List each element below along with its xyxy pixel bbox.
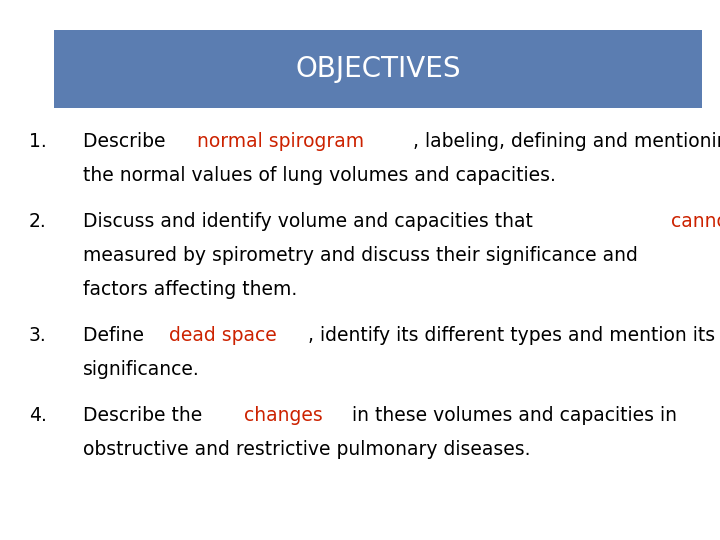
Text: cannot: cannot — [671, 212, 720, 231]
Text: , identify its different types and mention its: , identify its different types and menti… — [308, 326, 716, 345]
Text: Discuss and identify volume and capacities that: Discuss and identify volume and capaciti… — [83, 212, 539, 231]
Text: obstructive and restrictive pulmonary diseases.: obstructive and restrictive pulmonary di… — [83, 440, 531, 459]
Text: normal spirogram: normal spirogram — [197, 132, 364, 151]
Text: factors affecting them.: factors affecting them. — [83, 280, 297, 299]
Text: 2.: 2. — [29, 212, 47, 231]
Text: measured by spirometry and discuss their significance and: measured by spirometry and discuss their… — [83, 246, 638, 265]
Text: Describe the: Describe the — [83, 406, 208, 425]
Text: , labeling, defining and mentioning: , labeling, defining and mentioning — [413, 132, 720, 151]
Text: in these volumes and capacities in: in these volumes and capacities in — [346, 406, 677, 425]
Text: dead space: dead space — [169, 326, 277, 345]
Text: Describe: Describe — [83, 132, 171, 151]
Text: Define: Define — [83, 326, 150, 345]
Bar — [54, 30, 702, 108]
Text: OBJECTIVES: OBJECTIVES — [295, 55, 461, 83]
Text: significance.: significance. — [83, 360, 199, 379]
Text: changes: changes — [244, 406, 323, 425]
Text: 1.: 1. — [29, 132, 47, 151]
Text: the normal values of lung volumes and capacities.: the normal values of lung volumes and ca… — [83, 166, 556, 185]
Text: 4.: 4. — [29, 406, 47, 425]
Text: 3.: 3. — [29, 326, 47, 345]
